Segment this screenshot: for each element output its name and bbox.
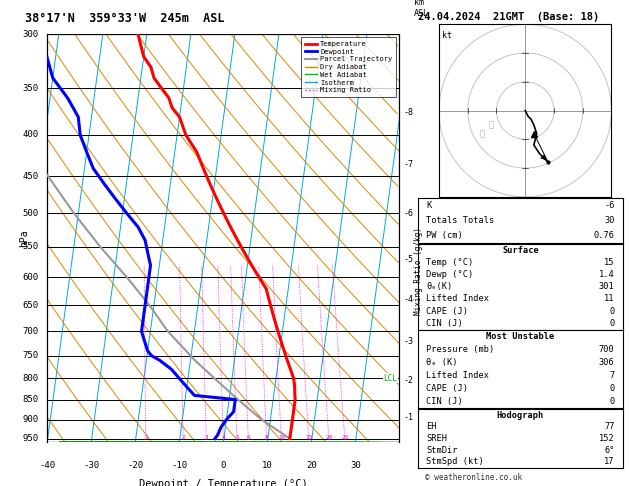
Text: 0: 0: [610, 384, 615, 393]
Text: StmSpd (kt): StmSpd (kt): [426, 457, 484, 466]
Text: 0: 0: [610, 319, 615, 328]
Text: 15: 15: [305, 435, 313, 440]
Text: 550: 550: [22, 242, 38, 251]
Text: 600: 600: [22, 273, 38, 282]
Text: 30: 30: [350, 461, 361, 469]
Text: -40: -40: [39, 461, 55, 469]
Text: Dewp (°C): Dewp (°C): [426, 270, 474, 279]
Text: Surface: Surface: [502, 245, 539, 255]
Text: 10: 10: [262, 461, 273, 469]
Text: 5: 5: [235, 435, 239, 440]
Text: 24.04.2024  21GMT  (Base: 18): 24.04.2024 21GMT (Base: 18): [418, 12, 599, 22]
Text: 700: 700: [599, 346, 615, 354]
Text: Most Unstable: Most Unstable: [486, 332, 555, 342]
Text: 0: 0: [610, 397, 615, 406]
Text: 17: 17: [604, 457, 615, 466]
Text: 4: 4: [221, 435, 225, 440]
Text: -1: -1: [404, 413, 414, 422]
Text: -2: -2: [404, 376, 414, 385]
Text: 15: 15: [604, 258, 615, 267]
Text: © weatheronline.co.uk: © weatheronline.co.uk: [425, 473, 521, 482]
Text: -20: -20: [127, 461, 143, 469]
Text: PW (cm): PW (cm): [426, 231, 463, 240]
Text: CIN (J): CIN (J): [426, 319, 463, 328]
Text: θₑ(K): θₑ(K): [426, 282, 453, 291]
Text: 6°: 6°: [604, 446, 615, 454]
Text: km
ASL: km ASL: [413, 0, 428, 17]
Text: 300: 300: [22, 30, 38, 38]
Text: 800: 800: [22, 374, 38, 383]
Text: 306: 306: [599, 358, 615, 367]
Text: hPa: hPa: [19, 229, 30, 247]
Text: CAPE (J): CAPE (J): [426, 307, 469, 316]
Text: 950: 950: [22, 434, 38, 443]
Text: StmDir: StmDir: [426, 446, 458, 454]
Text: 10: 10: [278, 435, 286, 440]
Text: 400: 400: [22, 130, 38, 139]
Text: 750: 750: [22, 351, 38, 360]
Text: θₑ (K): θₑ (K): [426, 358, 458, 367]
Text: 20: 20: [306, 461, 317, 469]
Text: Pressure (mb): Pressure (mb): [426, 346, 495, 354]
Text: Lifted Index: Lifted Index: [426, 371, 489, 381]
Text: 3: 3: [204, 435, 208, 440]
Text: 850: 850: [22, 395, 38, 404]
Text: Hodograph: Hodograph: [497, 411, 544, 419]
Text: EH: EH: [426, 422, 437, 431]
Text: -3: -3: [404, 337, 414, 346]
Text: 152: 152: [599, 434, 615, 443]
Text: 1.4: 1.4: [599, 270, 615, 279]
Text: -5: -5: [404, 255, 414, 264]
Text: -8: -8: [404, 108, 414, 117]
Text: 350: 350: [22, 84, 38, 93]
Text: -4: -4: [404, 295, 414, 304]
Text: -30: -30: [83, 461, 99, 469]
Text: 700: 700: [22, 327, 38, 336]
Text: 77: 77: [604, 422, 615, 431]
Text: 301: 301: [599, 282, 615, 291]
Text: 30: 30: [604, 216, 615, 225]
Text: kt: kt: [442, 31, 452, 40]
Text: CAPE (J): CAPE (J): [426, 384, 469, 393]
Text: 8: 8: [265, 435, 269, 440]
Text: 650: 650: [22, 301, 38, 310]
Text: -6: -6: [404, 209, 414, 218]
Text: 0: 0: [221, 461, 226, 469]
Text: 500: 500: [22, 209, 38, 218]
Text: 0.76: 0.76: [594, 231, 615, 240]
Text: Dewpoint / Temperature (°C): Dewpoint / Temperature (°C): [139, 479, 308, 486]
Text: 1: 1: [144, 435, 148, 440]
Text: Temp (°C): Temp (°C): [426, 258, 474, 267]
Text: Lifted Index: Lifted Index: [426, 295, 489, 303]
Text: K: K: [426, 201, 431, 210]
Text: 20: 20: [325, 435, 333, 440]
Text: 6: 6: [247, 435, 250, 440]
Text: Totals Totals: Totals Totals: [426, 216, 495, 225]
Text: 25: 25: [342, 435, 349, 440]
Text: -7: -7: [404, 160, 414, 169]
Text: 2: 2: [181, 435, 185, 440]
Legend: Temperature, Dewpoint, Parcel Trajectory, Dry Adiabat, Wet Adiabat, Isotherm, Mi: Temperature, Dewpoint, Parcel Trajectory…: [301, 37, 396, 97]
Text: Mixing Ratio (g/kg): Mixing Ratio (g/kg): [415, 227, 423, 315]
Text: SREH: SREH: [426, 434, 447, 443]
Text: 450: 450: [22, 172, 38, 181]
Text: LCL: LCL: [383, 374, 398, 383]
Text: 11: 11: [604, 295, 615, 303]
Text: Ⓢ: Ⓢ: [488, 121, 493, 129]
Text: 900: 900: [22, 415, 38, 424]
Text: -10: -10: [171, 461, 187, 469]
Text: Ⓢ: Ⓢ: [479, 129, 484, 138]
Text: 0: 0: [610, 307, 615, 316]
Text: 38°17'N  359°33'W  245m  ASL: 38°17'N 359°33'W 245m ASL: [25, 12, 225, 25]
Text: 7: 7: [610, 371, 615, 381]
Text: CIN (J): CIN (J): [426, 397, 463, 406]
Text: -6: -6: [604, 201, 615, 210]
